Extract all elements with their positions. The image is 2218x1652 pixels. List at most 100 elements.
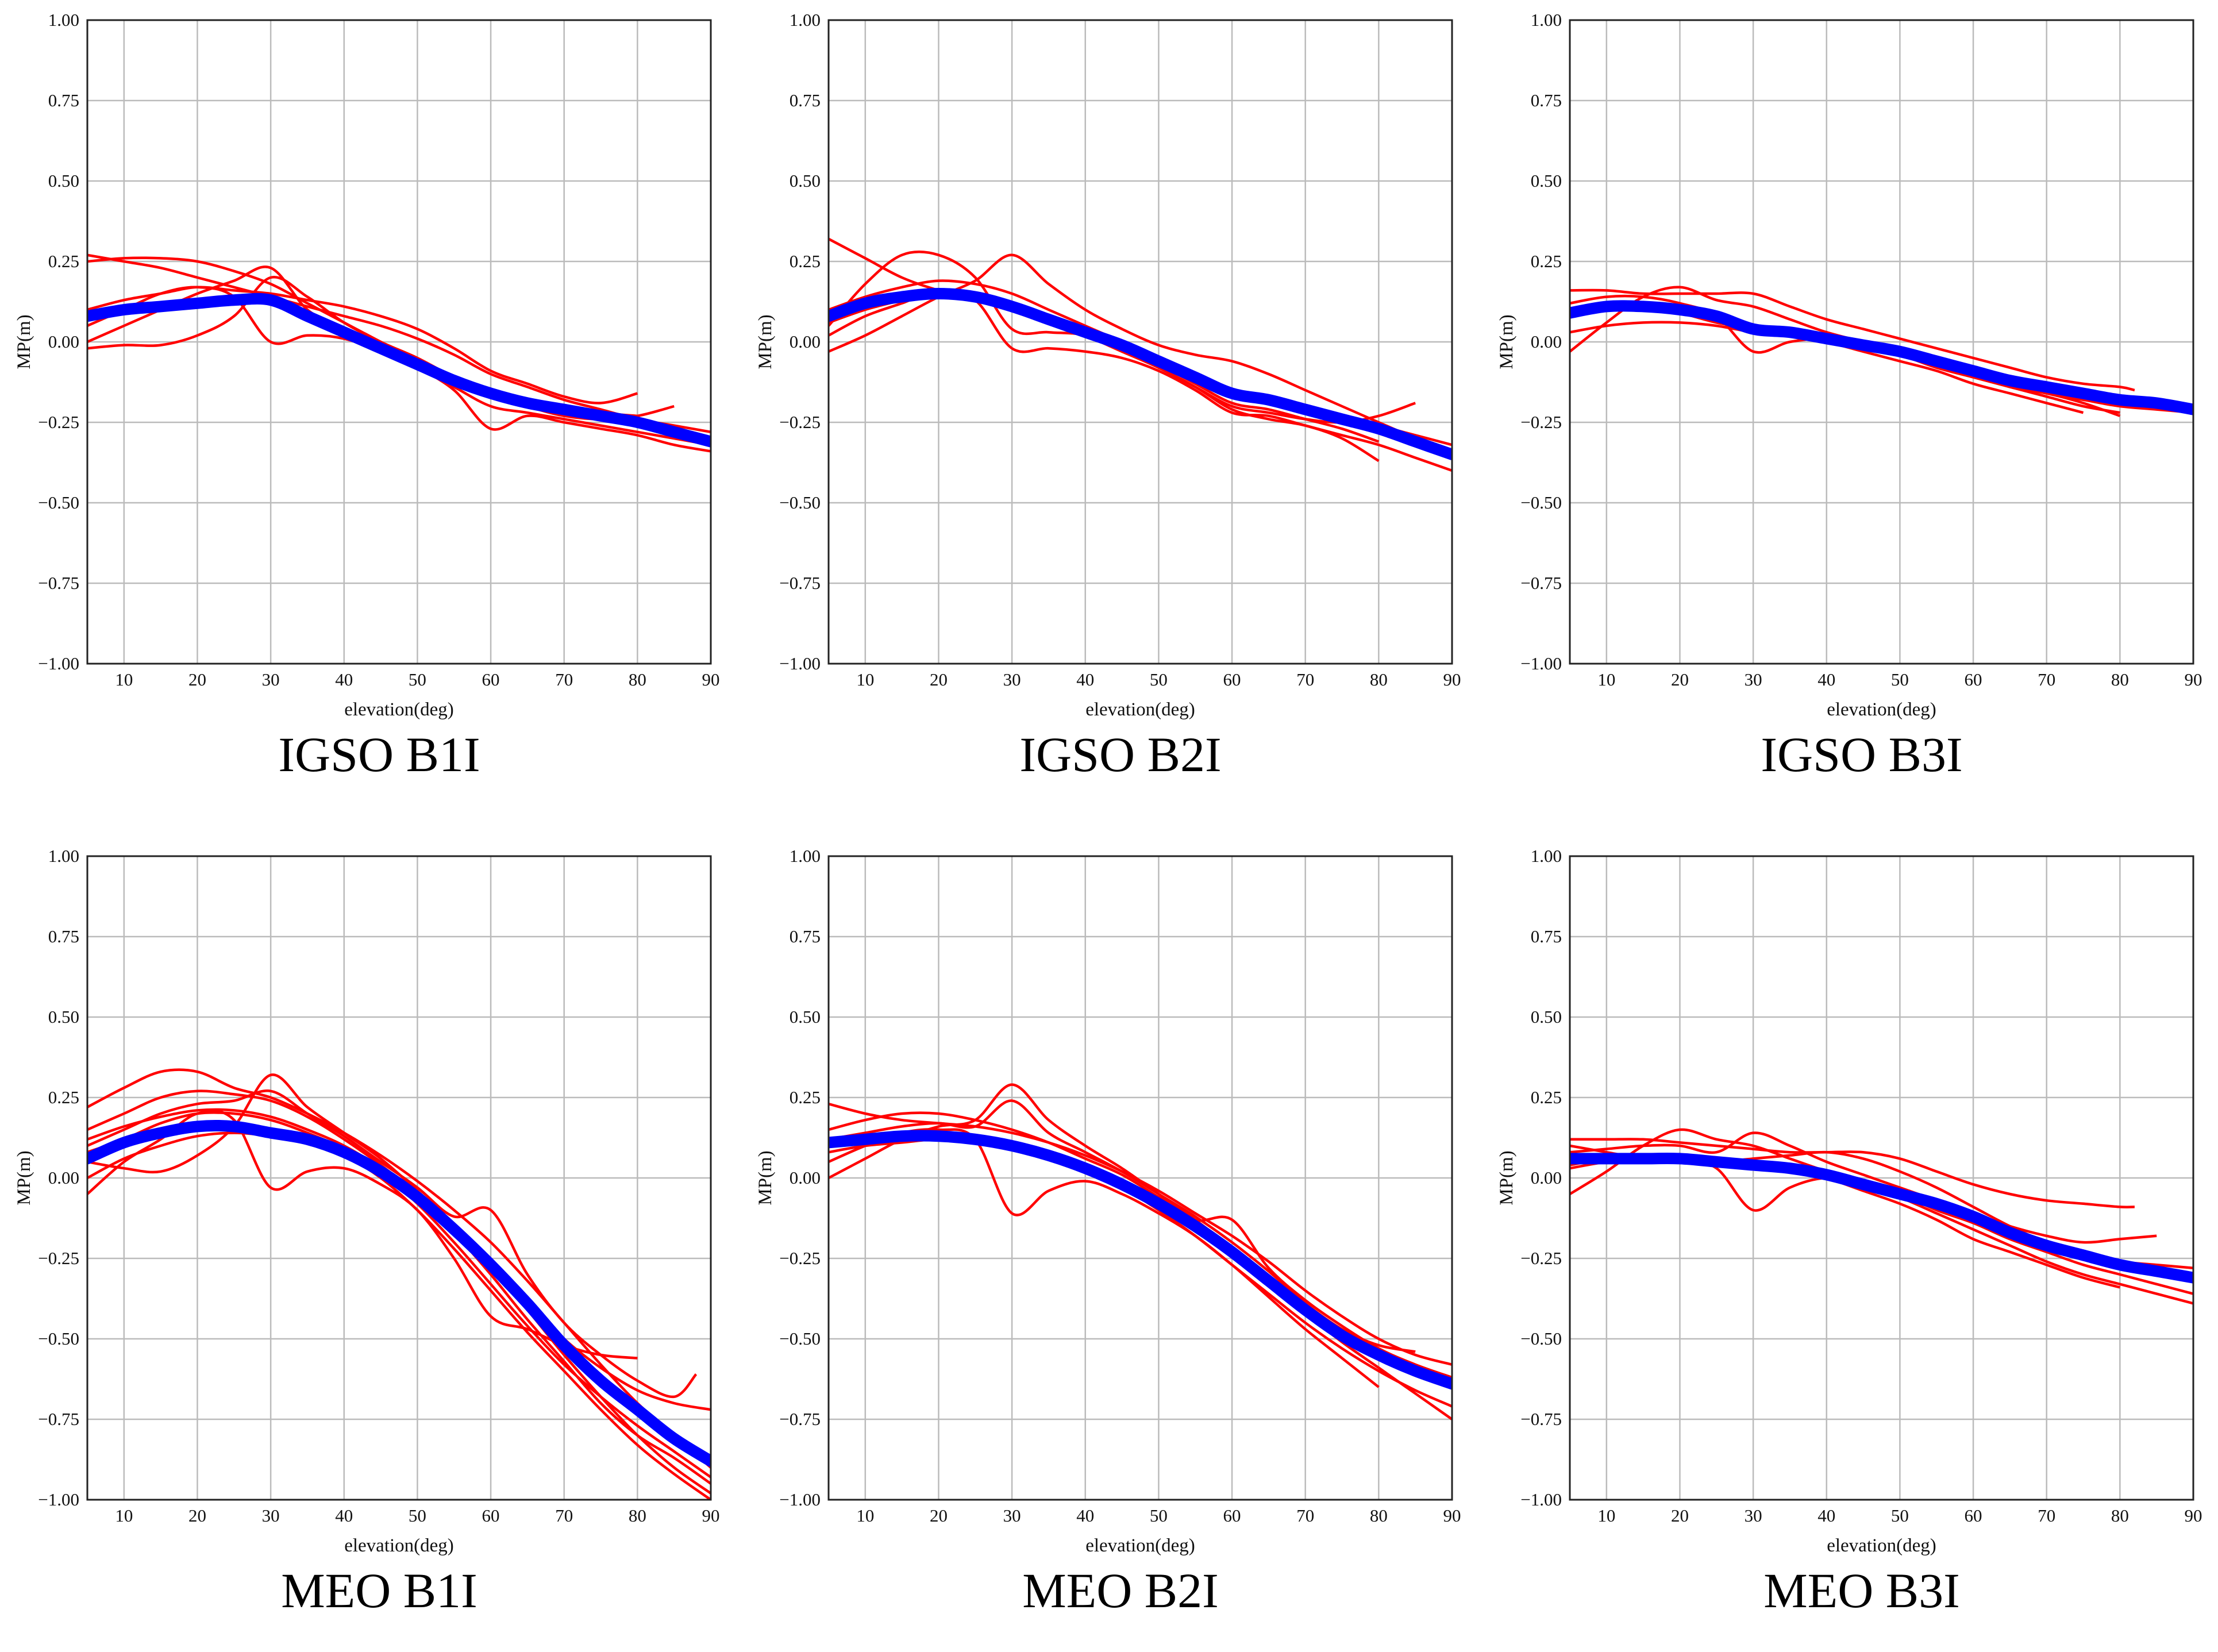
y-tick-label: −0.50 (1520, 1328, 1562, 1349)
y-tick-label: 0.75 (48, 926, 79, 946)
chart-igso-b2i: 10 20 30 40 50 60 70 80 90 −1.00 −0.75 −0.50 −0.25 0.… (755, 10, 1461, 720)
y-tick-label: −0.25 (779, 412, 821, 432)
y-tick-label: −0.75 (1520, 573, 1562, 593)
x-tick-label: 80 (1370, 1505, 1388, 1526)
satellite-series-line (87, 1089, 698, 1399)
y-axis-label: MP(m) (755, 1150, 776, 1205)
y-tick-label: 0.00 (1531, 1168, 1562, 1188)
y-tick-label: 0.75 (790, 926, 821, 946)
y-tick-label: 0.50 (1531, 171, 1562, 191)
panel-caption: MEO B3I (1763, 1563, 1960, 1618)
x-tick-label: 20 (188, 669, 206, 690)
x-tick-label: 90 (702, 669, 720, 690)
satellite-series-line (829, 288, 1452, 472)
x-tick-label: 60 (1965, 1505, 1982, 1526)
chart-igso-b1i: 10 20 30 40 50 60 70 80 90 −1.00 −0.75 −0.50 −0.25 0.… (14, 10, 720, 720)
y-tick-label: 0.00 (48, 332, 79, 352)
plot-frame (827, 855, 1453, 1501)
y-tick-label: 0.25 (48, 1087, 79, 1107)
x-tick-label: 40 (1817, 1505, 1835, 1526)
x-tick-label: 50 (1891, 1505, 1909, 1526)
x-tick-label: 30 (262, 1505, 280, 1526)
x-tick-label: 10 (1597, 669, 1615, 690)
panel-caption: MEO B1I (281, 1563, 478, 1618)
y-tick-label: 0.75 (1531, 90, 1562, 110)
panel-caption: IGSO B1I (278, 727, 480, 782)
y-tick-label: −0.75 (38, 1409, 79, 1429)
grid (1570, 19, 2194, 665)
x-tick-label: 30 (1003, 1505, 1021, 1526)
plot-frame (86, 855, 712, 1501)
x-tick-label: 60 (482, 1505, 500, 1526)
fitted-series-line (1570, 1153, 2193, 1284)
satellite-series-line (87, 1131, 711, 1500)
y-tick-label: 0.25 (790, 1087, 821, 1107)
x-axis-label: elevation(deg) (344, 699, 454, 720)
y-tick-label: 0.50 (790, 1007, 821, 1027)
grid (1570, 855, 2194, 1501)
x-tick-label: 40 (1817, 669, 1835, 690)
panel-meo-b2i: 10 20 30 40 50 60 70 80 90 −1.00 −0.75 −0.50 −0.25 0.… (755, 836, 1482, 1652)
panel-caption: MEO B2I (1022, 1563, 1219, 1618)
satellite-series-line (87, 1073, 711, 1495)
y-tick-label: 1.00 (790, 846, 821, 866)
y-axis-label: MP(m) (1496, 1150, 1517, 1205)
x-tick-label: 50 (409, 669, 426, 690)
y-tick-label: −0.75 (779, 1409, 821, 1429)
x-tick-label: 80 (629, 669, 646, 690)
y-tick-label: −0.75 (1520, 1409, 1562, 1429)
y-tick-label: 1.00 (48, 10, 79, 30)
x-tick-label: 80 (2111, 1505, 2129, 1526)
fitted-series-line (1570, 300, 2193, 415)
x-tick-label: 50 (1891, 669, 1909, 690)
x-tick-label: 60 (1965, 669, 1982, 690)
y-tick-label: 1.00 (1531, 846, 1562, 866)
y-tick-label: 1.00 (48, 846, 79, 866)
y-tick-label: 1.00 (790, 10, 821, 30)
x-tick-label: 10 (856, 669, 874, 690)
x-tick-label: 30 (1745, 669, 1762, 690)
plot-frame (1569, 855, 2194, 1501)
panel-meo-b1i: 10 20 30 40 50 60 70 80 90 −1.00 −0.75 −0.50 −0.25 0.… (14, 836, 741, 1652)
plot-frame (1569, 19, 2194, 665)
y-axis-label: MP(m) (14, 1150, 34, 1205)
y-tick-label: −0.50 (38, 1328, 79, 1349)
y-tick-label: 0.75 (790, 90, 821, 110)
satellite-series-group (87, 1068, 711, 1500)
satellite-series-line (1570, 1138, 2135, 1209)
x-tick-label: 90 (2185, 669, 2202, 690)
x-tick-label: 80 (1370, 669, 1388, 690)
x-axis-label: elevation(deg) (1085, 1535, 1195, 1556)
y-tick-label: 0.25 (1531, 251, 1562, 271)
x-tick-label: 60 (482, 669, 500, 690)
chart-igso-b3i: 10 20 30 40 50 60 70 80 90 −1.00 −0.75 −0.50 −0.25 0.… (1496, 10, 2202, 720)
y-tick-label: −1.00 (38, 653, 79, 673)
satellite-series-line (87, 286, 711, 453)
satellite-series-line (1570, 294, 2120, 414)
x-tick-label: 70 (1296, 669, 1314, 690)
y-tick-label: 0.00 (790, 332, 821, 352)
plot-frame (86, 19, 712, 665)
x-tick-label: 30 (1745, 1505, 1762, 1526)
satellite-series-line (87, 276, 675, 421)
x-tick-label: 50 (1150, 1505, 1168, 1526)
panel-igso-b2i: 10 20 30 40 50 60 70 80 90 −1.00 −0.75 −0.50 −0.25 0.… (755, 0, 1482, 816)
y-tick-label: −0.50 (1520, 492, 1562, 513)
x-tick-label: 10 (1597, 1505, 1615, 1526)
chart-meo-b1i: 10 20 30 40 50 60 70 80 90 −1.00 −0.75 −0.50 −0.25 0.… (14, 846, 720, 1556)
panel-caption: IGSO B3I (1761, 727, 1963, 782)
x-tick-label: 10 (856, 1505, 874, 1526)
x-tick-label: 70 (2038, 669, 2055, 690)
y-tick-label: 0.50 (48, 171, 79, 191)
y-tick-label: −1.00 (1520, 1489, 1562, 1509)
x-tick-label: 80 (2111, 669, 2129, 690)
satellite-series-line (829, 1111, 1452, 1379)
y-tick-label: −0.75 (779, 573, 821, 593)
grid (829, 19, 1453, 665)
y-axis-label: MP(m) (14, 314, 34, 369)
y-tick-label: 0.00 (790, 1168, 821, 1188)
y-tick-label: 0.25 (790, 251, 821, 271)
panel-meo-b3i: 10 20 30 40 50 60 70 80 90 −1.00 −0.75 −0.50 −0.25 0.… (1496, 836, 2218, 1652)
y-tick-label: −1.00 (779, 1489, 821, 1509)
satellite-series-line (829, 1103, 1452, 1366)
